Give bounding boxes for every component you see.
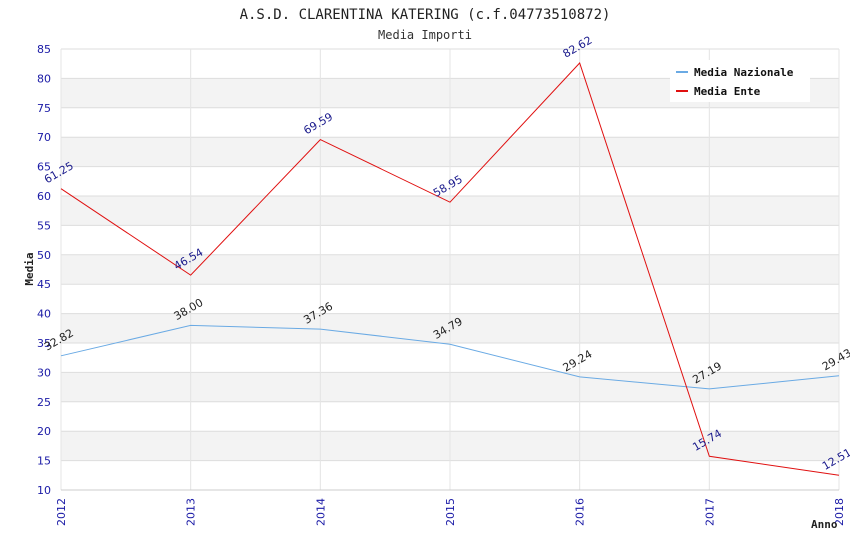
- legend: Media Nazionale Media Ente: [670, 60, 810, 102]
- x-tick-label: 2016: [574, 498, 587, 526]
- legend-entry: Media Ente: [694, 85, 761, 98]
- x-tick-label: 2013: [185, 498, 198, 526]
- legend-box: [670, 60, 810, 102]
- x-tick-label: 2018: [833, 498, 846, 526]
- y-tick-label: 25: [37, 396, 51, 409]
- x-tick-label: 2014: [314, 498, 327, 526]
- chart-subtitle: Media Importi: [378, 28, 472, 42]
- x-tick-label: 2017: [703, 498, 716, 526]
- x-axis-ticks: 2012 2013 2014 2015 2016 2017 2018: [55, 498, 846, 526]
- y-tick-label: 70: [37, 131, 51, 144]
- x-tick-label: 2015: [444, 498, 457, 526]
- y-tick-label: 50: [37, 249, 51, 262]
- grid-bands: [60, 48, 840, 491]
- y-tick-label: 55: [37, 219, 51, 232]
- y-tick-label: 35: [37, 337, 51, 350]
- y-axis-label: Media: [23, 252, 36, 285]
- chart-title: A.S.D. CLARENTINA KATERING (c.f.04773510…: [240, 7, 611, 23]
- x-tick-label: 2012: [55, 498, 68, 526]
- y-tick-label: 40: [37, 308, 51, 321]
- series-group: [60, 62, 840, 476]
- y-tick-label: 10: [37, 484, 51, 497]
- y-tick-label: 85: [37, 43, 51, 56]
- y-tick-label: 15: [37, 455, 51, 468]
- y-tick-label: 45: [37, 278, 51, 291]
- series-line: [60, 324, 840, 390]
- x-axis-label: Anno: [811, 518, 838, 531]
- series-line: [60, 62, 840, 476]
- y-axis-ticks: 10 15 20 25 30 35 40 45 50 55 60 65 70 75 80 85: [37, 43, 51, 497]
- y-tick-label: 80: [37, 72, 51, 85]
- y-tick-label: 75: [37, 102, 51, 115]
- y-tick-label: 20: [37, 425, 51, 438]
- y-tick-label: 60: [37, 190, 51, 203]
- y-tick-label: 30: [37, 366, 51, 379]
- legend-entry: Media Nazionale: [694, 66, 794, 79]
- y-tick-label: 65: [37, 161, 51, 174]
